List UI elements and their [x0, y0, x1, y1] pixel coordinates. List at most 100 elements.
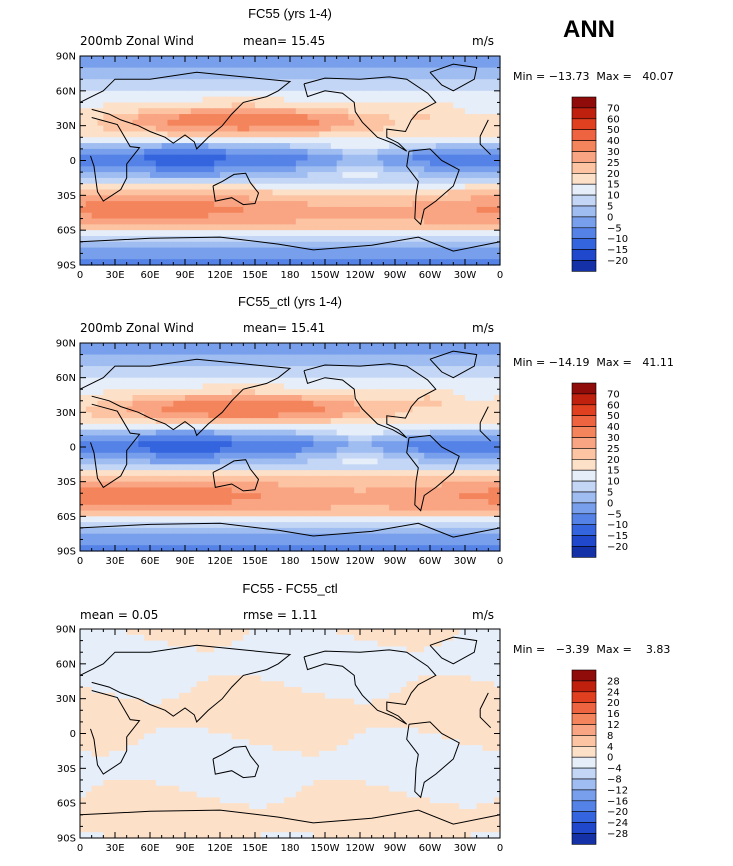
field-cell	[476, 247, 484, 254]
field-cell	[85, 189, 93, 196]
field-cell	[389, 464, 396, 471]
field-cell	[120, 247, 128, 254]
field-cell	[412, 212, 419, 220]
field-cell	[220, 195, 227, 202]
field-cell	[115, 418, 122, 425]
field-cell	[272, 114, 279, 121]
field-cell	[482, 201, 489, 208]
field-cell	[167, 148, 174, 156]
field-cell	[202, 212, 209, 220]
field-cell	[290, 412, 297, 419]
field-cell	[412, 429, 419, 437]
field-cell	[138, 154, 145, 162]
field-cell	[290, 389, 297, 396]
field-cell	[284, 201, 291, 208]
field-cell	[412, 154, 419, 162]
field-cell	[295, 108, 303, 115]
field-cell	[80, 516, 87, 523]
field-cell	[441, 499, 449, 506]
field-cell	[377, 137, 384, 144]
field-cell	[214, 499, 221, 506]
field-cell	[336, 343, 344, 350]
field-cell	[231, 79, 239, 86]
field-cell	[179, 183, 186, 191]
field-cell	[173, 253, 180, 260]
field-cell	[115, 423, 122, 431]
field-cell	[412, 389, 419, 396]
field-cell	[459, 253, 466, 260]
field-cell	[260, 137, 268, 144]
field-cell	[126, 458, 134, 465]
field-cell	[301, 195, 309, 202]
field-cell	[336, 67, 344, 75]
field-cell	[389, 481, 396, 489]
field-cell	[161, 61, 169, 69]
field-cell	[342, 423, 349, 431]
field-cell	[231, 67, 239, 75]
field-cell	[109, 247, 116, 254]
field-cell	[150, 348, 157, 356]
field-cell	[325, 475, 332, 483]
field-cell	[441, 435, 449, 442]
field-cell	[360, 230, 367, 237]
field-cell	[447, 195, 454, 202]
field-cell	[465, 475, 472, 483]
field-cell	[395, 90, 402, 98]
field-cell	[225, 96, 233, 104]
field-cell	[237, 119, 244, 127]
field-cell	[383, 85, 390, 92]
field-cell	[243, 108, 250, 115]
field-cell	[319, 154, 326, 162]
field-cell	[465, 166, 472, 173]
field-cell	[272, 73, 279, 80]
field-cell	[109, 383, 116, 390]
field-cell	[307, 259, 314, 266]
field-cell	[278, 56, 285, 63]
field-cell	[109, 377, 116, 385]
field-cell	[418, 429, 425, 437]
field-cell	[115, 218, 122, 225]
field-cell	[196, 371, 204, 379]
field-cell	[488, 177, 495, 185]
field-cell	[179, 119, 186, 127]
lon-label: 30W	[454, 270, 477, 281]
field-cell	[85, 435, 93, 442]
field-cell	[389, 154, 396, 162]
field-cell	[97, 383, 104, 390]
field-cell	[360, 56, 367, 63]
field-cell	[80, 458, 87, 465]
field-cell	[161, 131, 169, 138]
field-cell	[196, 253, 204, 260]
field-cell	[179, 435, 186, 442]
field-cell	[260, 114, 268, 121]
field-cell	[272, 470, 279, 477]
field-cell	[126, 56, 134, 63]
field-cell	[132, 67, 139, 75]
field-cell	[336, 172, 344, 179]
field-cell	[85, 423, 93, 431]
field-cell	[97, 218, 104, 225]
field-cell	[365, 114, 373, 121]
field-cell	[453, 125, 460, 133]
field-cell	[354, 475, 361, 483]
field-cell	[494, 447, 501, 454]
field-cell	[342, 516, 349, 523]
field-cell	[389, 79, 396, 86]
field-cell	[371, 160, 379, 167]
field-cell	[109, 148, 116, 156]
field-cell	[371, 189, 379, 196]
field-cell	[80, 253, 87, 260]
field-cell	[214, 360, 221, 367]
field-cell	[80, 61, 87, 69]
field-cell	[202, 67, 209, 75]
field-cell	[301, 148, 309, 156]
field-cell	[249, 343, 256, 350]
field-cell	[97, 406, 104, 413]
field-cell	[126, 247, 134, 254]
field-cell	[365, 429, 373, 437]
field-cell	[336, 259, 344, 266]
field-cell	[389, 371, 396, 379]
field-cell	[278, 475, 285, 483]
field-cell	[214, 481, 221, 489]
field-cell	[190, 253, 198, 260]
